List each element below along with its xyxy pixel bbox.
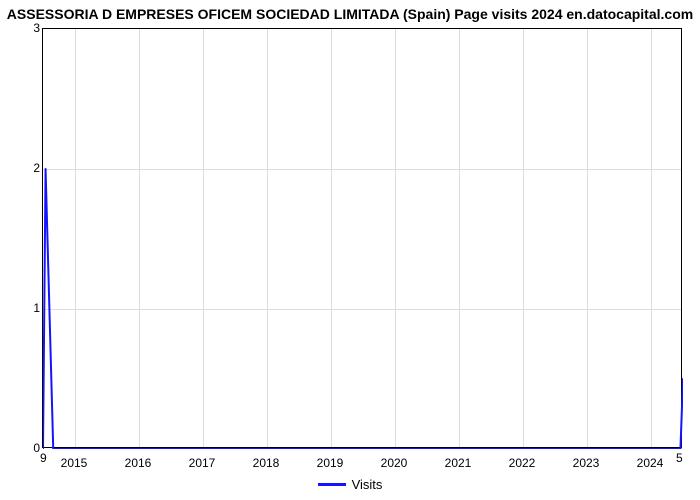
x-tick-2019: 2019 (317, 456, 344, 470)
x-tick-2018: 2018 (253, 456, 280, 470)
legend-swatch (318, 483, 346, 486)
plot-border (42, 28, 682, 448)
x-tick-2017: 2017 (189, 456, 216, 470)
plot-area (42, 28, 682, 448)
chart-container: ASSESSORIA D EMPRESES OFICEM SOCIEDAD LI… (0, 0, 700, 500)
x-tick-2022: 2022 (509, 456, 536, 470)
x-tick-2021: 2021 (445, 456, 472, 470)
x-tick-2020: 2020 (381, 456, 408, 470)
y-tick-1: 1 (10, 301, 40, 315)
y-tick-3: 3 (10, 21, 40, 35)
line-series-svg (43, 29, 683, 449)
end-endpoint-label: 5 (676, 451, 683, 465)
chart-title: ASSESSORIA D EMPRESES OFICEM SOCIEDAD LI… (0, 6, 700, 22)
legend: Visits (0, 476, 700, 492)
x-tick-2016: 2016 (125, 456, 152, 470)
x-tick-2023: 2023 (573, 456, 600, 470)
legend-label: Visits (352, 477, 383, 492)
start-endpoint-label: 9 (40, 451, 47, 465)
x-tick-2015: 2015 (61, 456, 88, 470)
y-tick-0: 0 (10, 441, 40, 455)
visits-line (43, 169, 683, 449)
y-tick-2: 2 (10, 161, 40, 175)
x-tick-2024: 2024 (637, 456, 664, 470)
